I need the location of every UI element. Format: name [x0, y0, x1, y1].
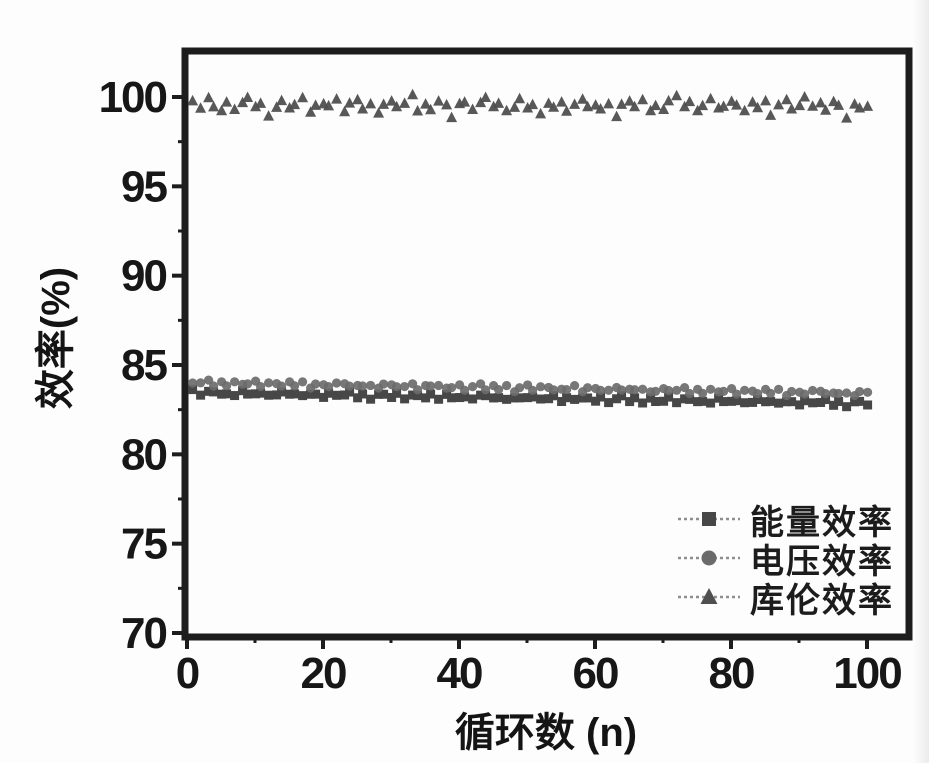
y-tick-label: 90 — [121, 252, 166, 301]
series-voltage-efficiency — [188, 375, 873, 401]
y-tick-label: 70 — [121, 609, 166, 658]
legend-label-voltage-efficiency: 电压效率 — [750, 542, 894, 581]
y-tick-label: 95 — [121, 162, 167, 211]
y-tick-label: 100 — [99, 73, 167, 122]
x-axis-ticks: 0 20 40 60 80 100 — [176, 635, 903, 698]
series-coulombic-efficiency — [188, 88, 874, 123]
legend-key-voltage — [678, 550, 740, 566]
x-tick-label: 60 — [573, 649, 618, 698]
x-axis-title: 循环数 (n) — [454, 711, 638, 755]
x-tick-label: 0 — [176, 649, 199, 698]
legend-label-coulombic-efficiency: 库伦效率 — [750, 581, 894, 620]
legend-item-coulombic-efficiency: 库伦效率 — [676, 579, 894, 620]
y-axis-title: 效率(%) — [34, 266, 78, 410]
triangle-marker-icon — [700, 588, 718, 604]
legend-key-coulombic — [678, 588, 740, 604]
x-tick-label: 80 — [709, 649, 754, 698]
legend-key-energy — [678, 512, 740, 526]
y-tick-label: 85 — [121, 341, 167, 390]
x-tick-label: 20 — [301, 649, 346, 698]
y-axis-ticks: 70 75 80 85 90 95 100 — [99, 73, 187, 658]
x-tick-label: 40 — [437, 649, 482, 698]
plot-frame — [181, 47, 913, 641]
legend-item-energy-efficiency: 能量效率 — [676, 501, 894, 542]
legend: 能量效率 电压效率 库伦效率 — [676, 501, 894, 620]
x-tick-label: 100 — [833, 649, 901, 698]
circle-marker-icon — [701, 550, 717, 566]
legend-item-voltage-efficiency: 电压效率 — [676, 540, 894, 581]
legend-label-energy-efficiency: 能量效率 — [750, 503, 894, 542]
y-tick-label: 80 — [121, 430, 166, 479]
square-marker-icon — [702, 512, 716, 526]
series-energy-efficiency — [188, 385, 873, 412]
y-tick-label: 75 — [121, 520, 167, 569]
